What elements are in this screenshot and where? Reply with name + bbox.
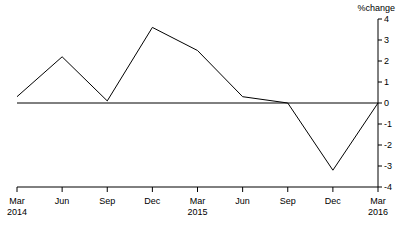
- svg-text:-1: -1: [384, 119, 389, 129]
- svg-text:-2: -2: [384, 140, 389, 150]
- svg-text:2: 2: [384, 56, 389, 66]
- svg-text:Mar2014: Mar2014: [8, 196, 27, 217]
- svg-text:0: 0: [384, 98, 389, 108]
- svg-text:Jun: Jun: [235, 196, 250, 206]
- svg-text:Jun: Jun: [55, 196, 70, 206]
- svg-text:Dec: Dec: [325, 196, 342, 206]
- svg-text:-4: -4: [384, 182, 389, 192]
- svg-text:-3: -3: [384, 161, 389, 171]
- svg-text:Sep: Sep: [99, 196, 115, 206]
- html-text:%change: %change: [357, 3, 395, 13]
- svg-text:Dec: Dec: [144, 196, 161, 206]
- svg-text:3: 3: [384, 35, 389, 45]
- svg-text:4: 4: [384, 14, 389, 24]
- svg-text:Mar2015: Mar2015: [187, 196, 207, 217]
- svg-text:1: 1: [384, 77, 389, 87]
- svg-text:Mar2016: Mar2016: [368, 196, 388, 217]
- svg-text:Sep: Sep: [280, 196, 296, 206]
